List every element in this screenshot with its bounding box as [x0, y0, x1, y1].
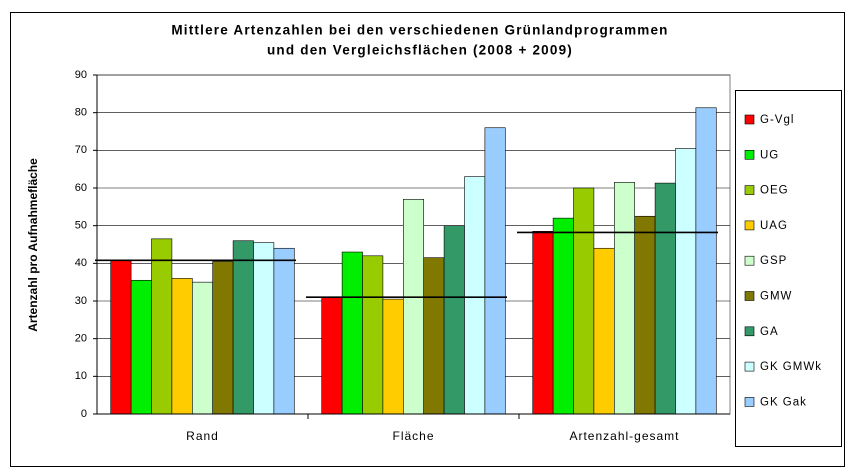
legend-swatch: [744, 220, 755, 231]
legend-label: UAG: [760, 220, 788, 232]
bar: [273, 247, 295, 415]
bar: [403, 199, 424, 415]
bar: [552, 217, 574, 415]
bar: [212, 261, 234, 415]
bar: [341, 251, 363, 415]
x-tick-label: Rand: [186, 429, 219, 443]
legend-swatch: [744, 397, 755, 407]
bar: [232, 240, 254, 415]
y-tick-label: 80: [75, 107, 87, 119]
legend-label: GSP: [760, 255, 787, 267]
chart-title: Mittlere Artenzahlen bei den verschieden…: [171, 23, 668, 38]
y-tick-label: 50: [75, 220, 87, 232]
x-tick-label: Fläche: [392, 429, 434, 443]
x-tick-label: Artenzahl-gesamt: [569, 429, 679, 443]
bar: [423, 257, 445, 415]
legend-swatch: [744, 185, 755, 195]
bar: [593, 247, 615, 415]
bar: [532, 231, 554, 415]
bar: [171, 278, 193, 415]
legend-label: GA: [760, 326, 779, 338]
bar: [362, 255, 384, 415]
bar: [443, 225, 465, 415]
legend-label: GK Gak: [760, 396, 807, 408]
legend-label: G-Vgl: [760, 114, 794, 126]
chart-title: und den Vergleichsflächen (2008 + 2009): [267, 43, 573, 58]
bar: [192, 281, 213, 415]
legend-swatch: [744, 326, 755, 337]
bar: [130, 279, 152, 415]
bar: [573, 187, 595, 415]
bar: [464, 176, 486, 415]
bar: [382, 298, 404, 415]
legend: [735, 90, 842, 447]
bar: [110, 260, 132, 415]
legend-swatch: [744, 150, 755, 160]
bar: [253, 242, 275, 415]
y-tick-label: 30: [75, 295, 87, 307]
y-tick-label: 10: [75, 370, 87, 382]
bar: [614, 182, 635, 415]
bar: [484, 127, 506, 415]
legend-label: OEG: [760, 185, 789, 197]
bar: [634, 215, 656, 415]
legend-label: GK GMWk: [760, 361, 822, 373]
y-tick-label: 70: [75, 144, 87, 156]
bar: [695, 107, 717, 415]
y-tick-label: 20: [75, 333, 87, 345]
y-tick-label: 0: [81, 408, 87, 420]
legend-swatch: [744, 114, 755, 125]
bar: [675, 148, 697, 415]
y-tick-label: 90: [75, 69, 87, 81]
legend-swatch: [744, 361, 755, 372]
bar: [151, 238, 173, 415]
legend-label: GMW: [760, 291, 792, 303]
y-tick-label: 40: [75, 257, 87, 269]
y-tick-label: 60: [75, 182, 87, 194]
y-axis-label: Artenzahl pro Aufnahmefläche: [26, 158, 40, 332]
legend-swatch: [744, 255, 755, 266]
legend-label: UG: [760, 149, 779, 161]
bar: [321, 296, 343, 415]
bar: [654, 182, 676, 415]
legend-swatch: [744, 291, 755, 301]
